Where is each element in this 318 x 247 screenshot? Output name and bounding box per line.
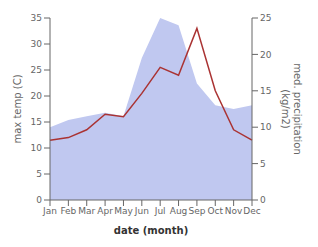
svg-text:Jul: Jul — [154, 206, 166, 216]
svg-text:0: 0 — [36, 195, 42, 205]
svg-text:Feb: Feb — [60, 206, 76, 216]
svg-text:10: 10 — [260, 122, 272, 132]
svg-text:5: 5 — [36, 169, 42, 179]
svg-text:Nov: Nov — [225, 206, 243, 216]
svg-text:med. precipitation(kg/m2): med. precipitation(kg/m2) — [281, 63, 304, 155]
svg-text:May: May — [114, 206, 133, 216]
svg-text:30: 30 — [31, 39, 43, 49]
svg-text:Dec: Dec — [243, 206, 260, 216]
svg-text:Jun: Jun — [134, 206, 149, 216]
svg-text:Oct: Oct — [207, 206, 223, 216]
svg-text:25: 25 — [260, 13, 271, 23]
svg-text:Sep: Sep — [188, 206, 205, 216]
svg-text:20: 20 — [31, 91, 43, 101]
svg-text:20: 20 — [260, 50, 272, 60]
svg-text:10: 10 — [31, 143, 43, 153]
svg-text:5: 5 — [260, 159, 266, 169]
svg-text:Jan: Jan — [42, 206, 57, 216]
svg-text:0: 0 — [260, 195, 266, 205]
svg-text:25: 25 — [31, 65, 42, 75]
svg-text:Apr: Apr — [97, 206, 113, 216]
svg-text:Mar: Mar — [78, 206, 95, 216]
svg-text:35: 35 — [31, 13, 42, 23]
svg-text:15: 15 — [260, 86, 271, 96]
svg-text:date (month): date (month) — [114, 225, 188, 236]
svg-text:Aug: Aug — [170, 206, 188, 216]
svg-text:15: 15 — [31, 117, 42, 127]
svg-text:max temp (C): max temp (C) — [12, 74, 23, 143]
